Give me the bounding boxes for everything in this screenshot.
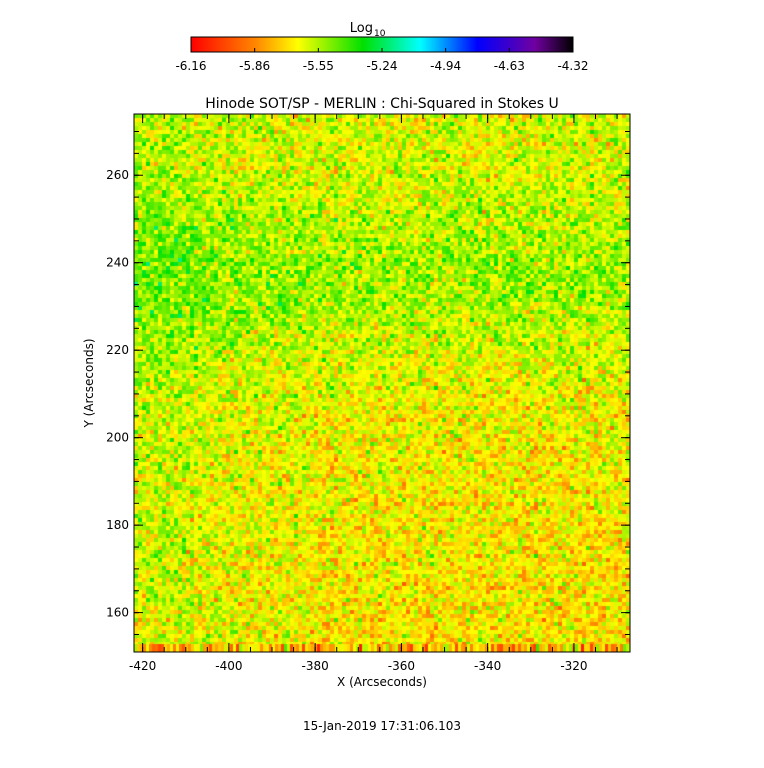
colorbar-label-subscript: 10 xyxy=(374,29,386,39)
y-axis-label: Y (Arcseconds) xyxy=(82,338,96,428)
x-tick-label: -380 xyxy=(302,659,329,673)
chart-title: Hinode SOT/SP - MERLIN : Chi-Squared in … xyxy=(205,96,559,112)
axes: -420 -400 -380 -360 -340 -320 160 180 200 220 240 2… xyxy=(106,114,630,673)
y-tick-label: 160 xyxy=(106,606,129,620)
colorbar-tick-label: -5.24 xyxy=(366,59,397,73)
colorbar-tick-label: -4.94 xyxy=(430,59,461,73)
x-tick-label: -400 xyxy=(215,659,242,673)
y-tick-label: 260 xyxy=(106,168,129,182)
y-tick-label: 200 xyxy=(106,431,129,445)
colorbar-label: Log xyxy=(350,21,373,36)
footer-timestamp: 15-Jan-2019 17:31:06.103 xyxy=(303,719,461,733)
colorbar: Log 10 -6.16 -5.86 -5.55 -5.24 -4.94 -4.63 -4.… xyxy=(175,21,588,73)
x-tick-label: -420 xyxy=(129,659,156,673)
colorbar-tick-label: -5.86 xyxy=(239,59,270,73)
colorbar-tick-label: -6.16 xyxy=(175,59,206,73)
y-tick-label: 220 xyxy=(106,343,129,357)
colorbar-ticks: -6.16 -5.86 -5.55 -5.24 -4.94 -4.63 -4.32 xyxy=(175,48,589,73)
x-axis-label: X (Arcseconds) xyxy=(337,675,427,689)
y-tick-label: 240 xyxy=(106,256,129,270)
colorbar-tick-label: -5.55 xyxy=(303,59,334,73)
plot-frame xyxy=(133,113,631,653)
y-tick-label: 180 xyxy=(106,518,129,532)
x-tick-label: -340 xyxy=(474,659,501,673)
colorbar-tick-label: -4.32 xyxy=(557,59,588,73)
colorbar-tick-label: -4.63 xyxy=(494,59,525,73)
heatmap-plot-area xyxy=(133,113,631,653)
x-tick-label: -320 xyxy=(560,659,587,673)
x-tick-label: -360 xyxy=(388,659,415,673)
heatmap-canvas xyxy=(134,114,630,652)
